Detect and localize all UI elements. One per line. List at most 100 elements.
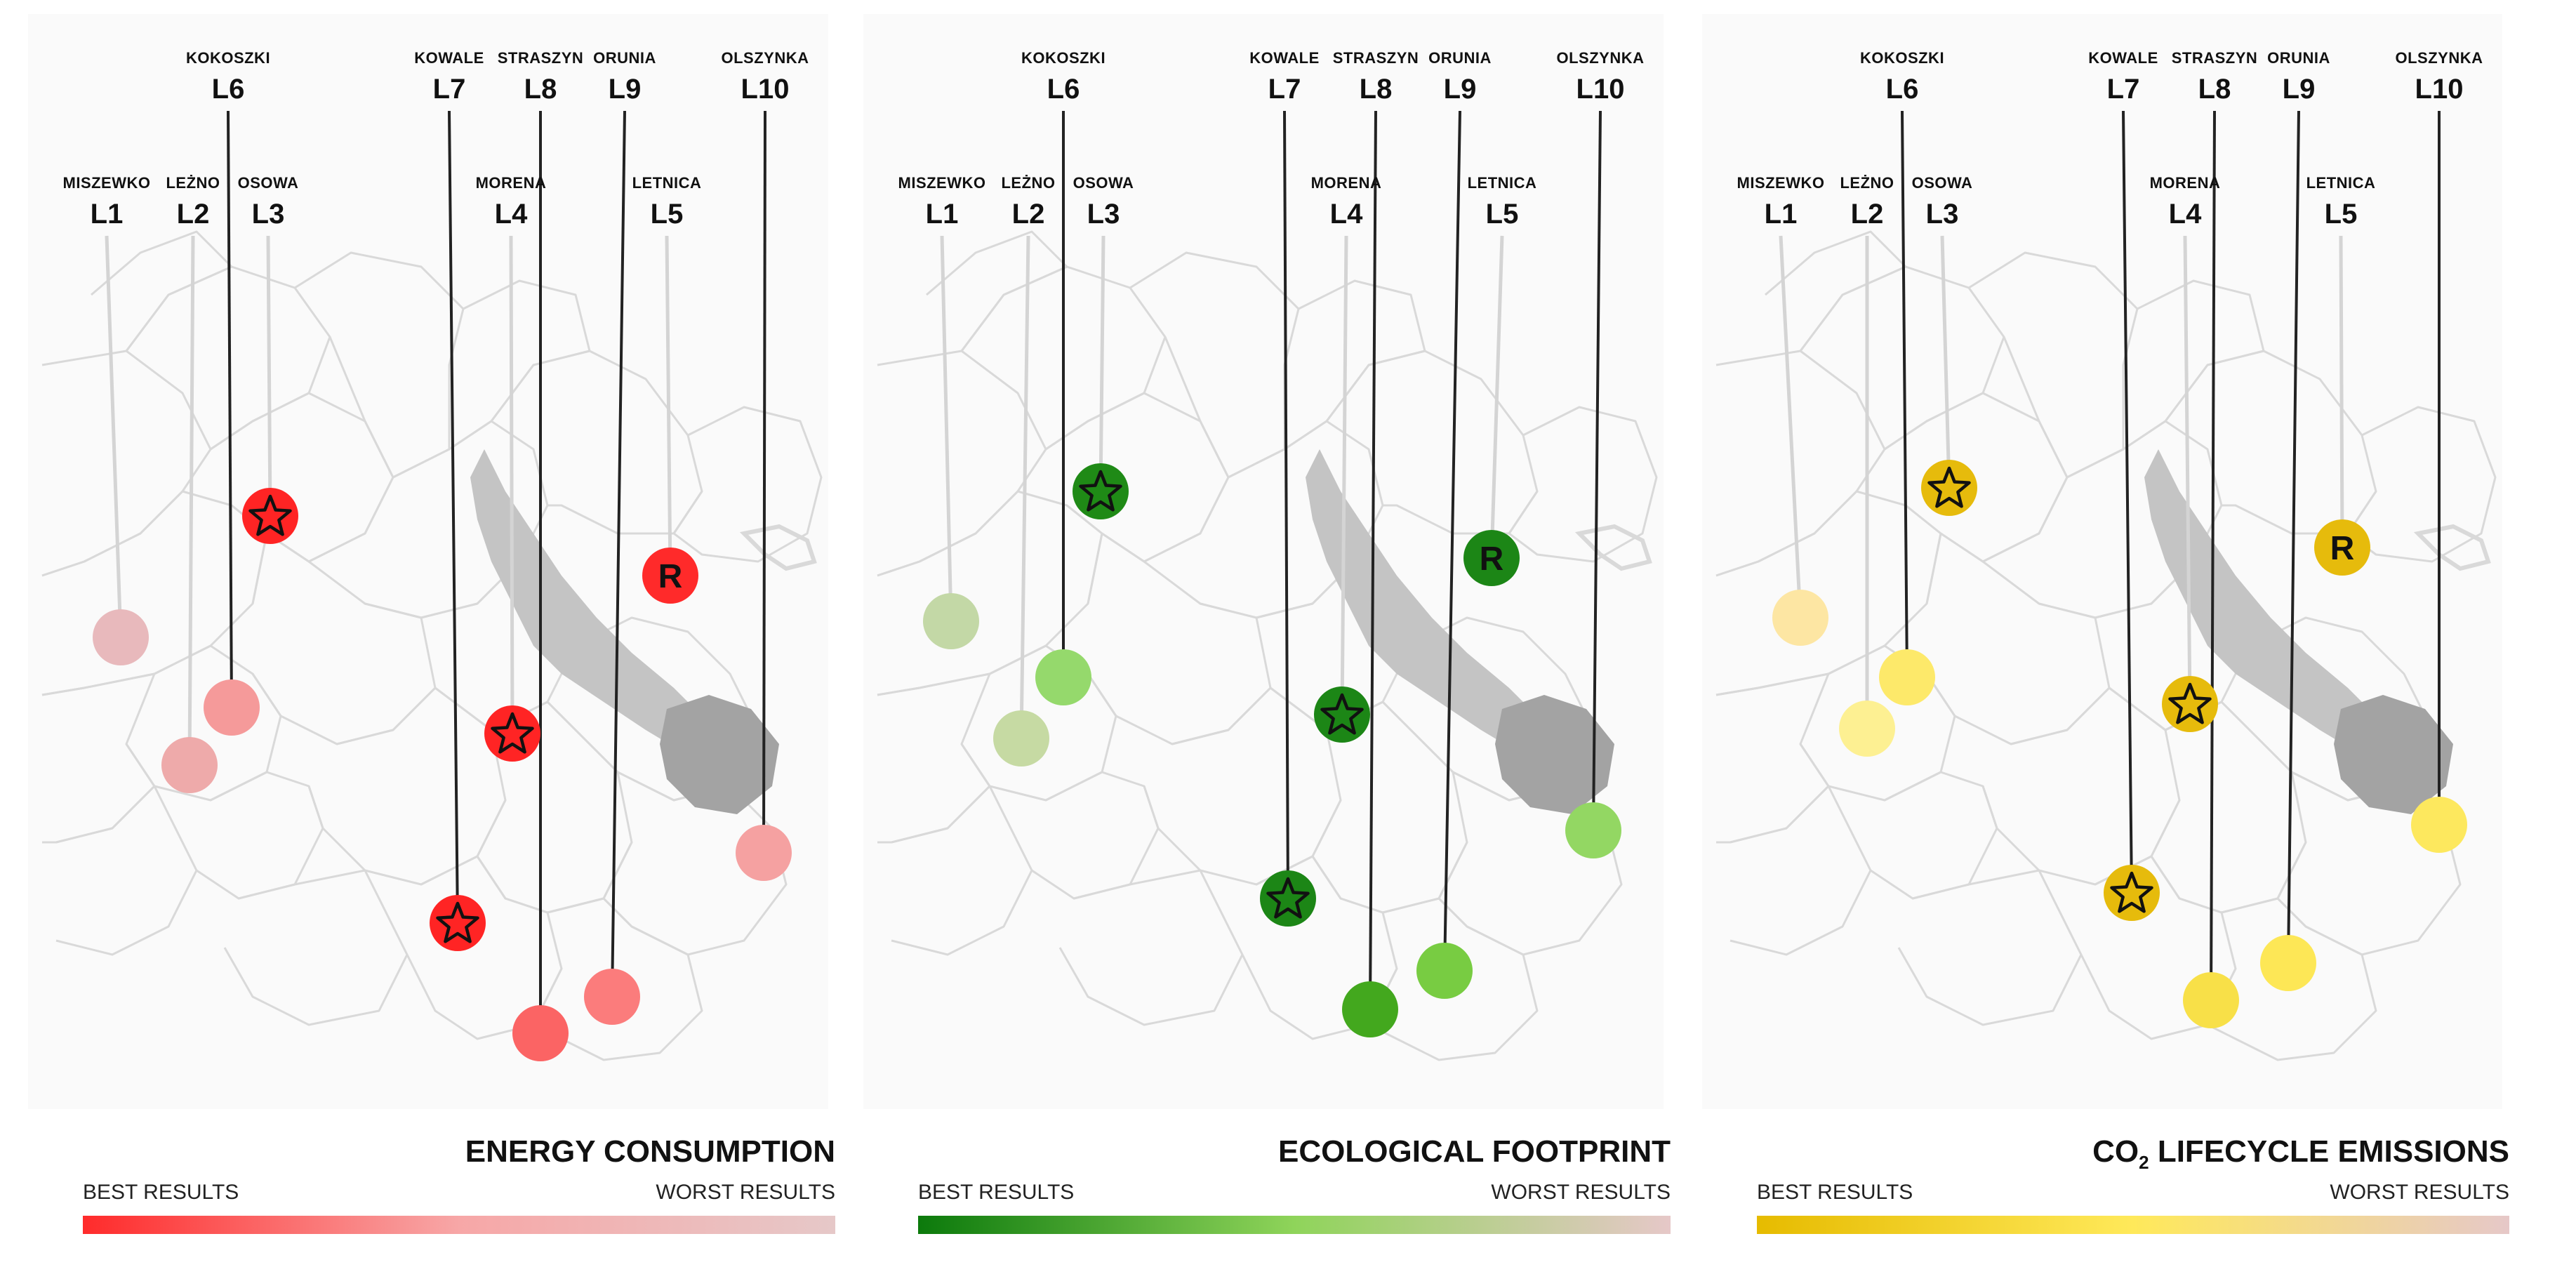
location-code-l8: L8	[524, 74, 557, 105]
best-results-label: BEST RESULTS	[83, 1181, 239, 1204]
worst-results-label: WORST RESULTS	[2330, 1181, 2509, 1204]
city-center-area	[1495, 695, 1614, 814]
marker-l1	[1772, 590, 1828, 646]
location-code-l2: L2	[1012, 199, 1045, 230]
district-boundary	[91, 230, 233, 352]
city-center-area	[2334, 695, 2453, 814]
leader-l4	[509, 235, 514, 734]
marker-l1	[923, 593, 979, 649]
best-results-label: BEST RESULTS	[1757, 1181, 1913, 1204]
best-star-icon	[436, 901, 479, 943]
location-name-l5: LETNICA	[2306, 174, 2376, 192]
leader-l8	[1369, 110, 1377, 1010]
location-code-l4: L4	[2169, 199, 2202, 230]
leader-l4	[2183, 235, 2192, 705]
leader-l7	[2122, 110, 2133, 894]
title-ecological: ECOLOGICAL FOOTPRINT	[1278, 1134, 1671, 1169]
marker-circle	[1260, 870, 1316, 927]
location-code-l7: L7	[1268, 74, 1301, 105]
district-boundary	[1283, 279, 1426, 451]
marker-l3	[1921, 460, 1977, 516]
river-area	[1306, 449, 1544, 751]
location-code-l10: L10	[741, 74, 790, 105]
location-name-l5: LETNICA	[632, 174, 702, 192]
marker-circle	[642, 548, 698, 604]
marker-circle	[1565, 802, 1621, 858]
district-boundary	[125, 644, 282, 802]
marker-l8	[2183, 972, 2239, 1028]
location-name-l9: ORUNIA	[1428, 49, 1492, 67]
location-code-l6: L6	[1886, 74, 1919, 105]
leader-l9	[611, 110, 626, 997]
marker-l7	[430, 895, 486, 951]
marker-l9	[2260, 935, 2316, 991]
district-boundary	[1058, 869, 1244, 1026]
location-code-l7: L7	[2107, 74, 2140, 105]
harbor-outline	[1574, 524, 1652, 571]
location-code-l5: L5	[1486, 199, 1519, 230]
location-name-l1: MISZEWKO	[898, 174, 986, 192]
marker-circle	[993, 710, 1049, 767]
marker-l2	[161, 737, 218, 793]
river-area	[470, 449, 709, 751]
leader-l8	[2210, 110, 2216, 1001]
marker-circle	[736, 825, 792, 881]
leader-l3	[1940, 235, 1951, 489]
reference-letter: R	[2330, 530, 2355, 567]
color-scale-bar	[83, 1216, 835, 1234]
location-name-l3: OSOWA	[1912, 174, 1973, 192]
marker-l5: R	[1463, 530, 1520, 586]
marker-l4	[1314, 686, 1370, 743]
marker-circle	[2162, 676, 2218, 732]
leader-l9	[2287, 110, 2300, 964]
location-name-l7: KOWALE	[2088, 49, 2158, 67]
marker-l1	[93, 609, 149, 665]
location-name-l7: KOWALE	[414, 49, 484, 67]
location-code-l10: L10	[2415, 74, 2464, 105]
location-name-l10: OLSZYNKA	[722, 49, 809, 67]
location-code-l9: L9	[1444, 74, 1477, 105]
location-name-l6: KOKOSZKI	[1021, 49, 1106, 67]
marker-circle	[2260, 935, 2316, 991]
marker-circle	[512, 1005, 569, 1061]
leader-l10	[1592, 110, 1602, 831]
best-results-label: BEST RESULTS	[918, 1181, 1074, 1204]
marker-circle	[204, 679, 260, 736]
location-name-l1: MISZEWKO	[1737, 174, 1825, 192]
best-star-icon	[1266, 877, 1310, 919]
reference-letter: R	[658, 558, 683, 595]
panel-energy: MISZEWKO L1 LEŻNO L2 OSOWA L3 MORENA L4 LETNICA L…	[28, 14, 835, 1234]
leader-l1	[105, 235, 123, 638]
map-co2	[1702, 14, 2502, 1109]
marker-circle	[1879, 649, 1935, 705]
location-name-l4: MORENA	[476, 174, 547, 192]
location-code-l6: L6	[212, 74, 245, 105]
best-star-icon	[491, 712, 534, 754]
marker-l6	[204, 679, 260, 736]
leader-l5	[665, 235, 672, 576]
marker-circle	[584, 969, 640, 1025]
district-boundary	[1925, 532, 2111, 745]
leader-l1	[1779, 235, 1802, 618]
location-code-l5: L5	[2325, 199, 2358, 230]
location-name-l8: STRASZYN	[2172, 49, 2258, 67]
location-code-l2: L2	[177, 199, 210, 230]
best-star-icon	[248, 494, 292, 536]
location-name-l9: ORUNIA	[593, 49, 656, 67]
location-code-l1: L1	[91, 199, 124, 230]
map-ecological	[863, 14, 1664, 1109]
marker-l7	[1260, 870, 1316, 927]
location-code-l1: L1	[1765, 199, 1798, 230]
location-code-l4: L4	[1330, 199, 1363, 230]
marker-circle	[430, 895, 486, 951]
location-code-l10: L10	[1576, 74, 1625, 105]
marker-l10	[1565, 802, 1621, 858]
reference-letter: R	[1480, 540, 1504, 578]
district-boundary	[1087, 532, 1272, 745]
leader-l5	[2339, 235, 2344, 548]
marker-circle	[484, 705, 540, 762]
district-boundary	[55, 785, 198, 956]
district-boundary	[926, 230, 1068, 352]
best-star-icon	[2110, 871, 2153, 913]
